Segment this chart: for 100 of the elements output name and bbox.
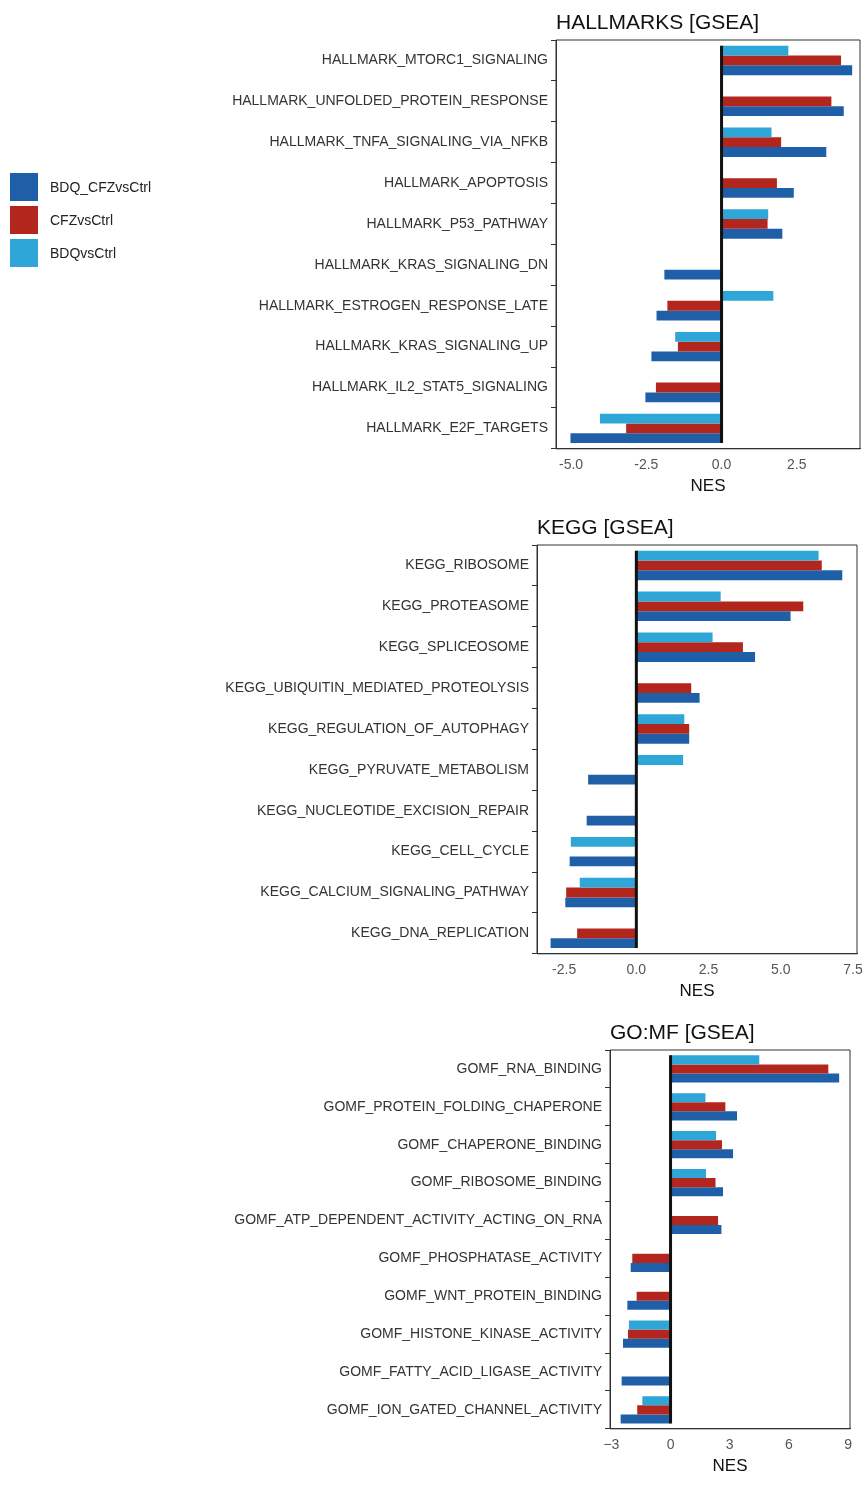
bar	[626, 423, 722, 434]
bar	[630, 1262, 671, 1272]
bar	[670, 1215, 719, 1226]
x-tick-label: 0.0	[626, 961, 647, 978]
bar	[675, 331, 722, 342]
bar	[599, 413, 722, 424]
bar	[636, 591, 721, 602]
bar	[636, 1291, 671, 1301]
bar	[721, 106, 844, 117]
bar	[721, 55, 842, 66]
y-tick-label: KEGG_NUCLEOTIDE_EXCISION_REPAIR	[256, 801, 529, 818]
bar	[637, 1405, 671, 1415]
x-tick-label: 5.0	[771, 961, 791, 978]
bar	[721, 147, 827, 157]
bar	[636, 560, 822, 571]
x-tick-label: 2.5	[787, 456, 807, 473]
bar	[670, 1225, 722, 1235]
y-tick-label: GOMF_ATP_DEPENDENT_ACTIVITY_ACTING_ON_RNA	[234, 1211, 603, 1228]
bar	[667, 300, 722, 311]
bar	[670, 1187, 723, 1197]
x-axis-title: NES	[690, 476, 726, 496]
bar	[636, 692, 700, 703]
y-tick-label: HALLMARK_ESTROGEN_RESPONSE_LATE	[258, 296, 548, 313]
bar	[721, 178, 777, 188]
bar	[645, 392, 722, 403]
bar	[642, 1396, 671, 1406]
x-tick-label: -2.5	[552, 961, 577, 978]
bar	[670, 1178, 716, 1188]
bar	[636, 724, 690, 734]
y-tick-label: KEGG_REGULATION_OF_AUTOPHAGY	[268, 719, 530, 736]
bar	[620, 1414, 671, 1424]
bar	[570, 433, 722, 444]
x-tick-label: -2.5	[634, 456, 659, 473]
bar	[550, 938, 637, 949]
bar	[636, 611, 791, 622]
x-axis-title: NES	[712, 1456, 748, 1476]
y-tick-label: HALLMARK_MTORC1_SIGNALING	[321, 51, 548, 68]
bar	[577, 928, 637, 939]
bar	[565, 897, 637, 908]
bar	[632, 1253, 671, 1263]
bar	[670, 1093, 706, 1103]
legend-label: BDQvsCtrl	[50, 244, 117, 261]
bar	[566, 887, 637, 898]
bar	[636, 632, 713, 643]
y-tick-label: KEGG_RIBOSOME	[405, 556, 529, 573]
bar	[579, 877, 637, 888]
y-tick-label: KEGG_PROTEASOME	[381, 597, 529, 614]
bar	[721, 187, 794, 198]
bar	[627, 1329, 671, 1339]
bar	[636, 652, 756, 662]
y-tick-label: HALLMARK_UNFOLDED_PROTEIN_RESPONSE	[232, 92, 548, 109]
bar	[636, 733, 690, 744]
bar	[721, 219, 768, 229]
x-tick-label: -5.0	[558, 456, 584, 473]
bar	[721, 65, 853, 76]
bar	[670, 1064, 829, 1074]
bar	[670, 1140, 723, 1150]
bar	[721, 45, 789, 56]
y-tick-label: HALLMARK_IL2_STAT5_SIGNALING	[311, 378, 548, 395]
x-tick-label: 7.5	[843, 961, 863, 978]
bar	[721, 127, 772, 138]
y-tick-label: HALLMARK_E2F_TARGETS	[366, 419, 548, 436]
y-tick-label: KEGG_CALCIUM_SIGNALING_PATHWAY	[260, 883, 530, 900]
y-tick-label: KEGG_PYRUVATE_METABOLISM	[308, 760, 529, 777]
y-tick-label: GOMF_CHAPERONE_BINDING	[397, 1135, 602, 1152]
bar	[636, 642, 743, 653]
y-tick-label: GOMF_PROTEIN_FOLDING_CHAPERONE	[323, 1097, 602, 1114]
x-tick-label: 0.0	[711, 456, 732, 473]
y-tick-label: KEGG_SPLICEOSOME	[378, 638, 529, 655]
y-tick-label: HALLMARK_P53_PATHWAY	[366, 214, 549, 231]
x-tick-label: 6	[784, 1436, 793, 1453]
x-tick-label: 2.5	[698, 961, 719, 978]
y-tick-label: HALLMARK_KRAS_SIGNALING_UP	[315, 337, 548, 354]
bar	[670, 1055, 760, 1065]
bar	[721, 137, 782, 148]
y-tick-label: GOMF_RNA_BINDING	[456, 1059, 602, 1076]
bar	[651, 351, 722, 362]
bar	[670, 1073, 840, 1083]
bar	[636, 601, 804, 612]
x-axis-title: NES	[679, 981, 715, 1001]
y-tick-label: HALLMARK_TNFA_SIGNALING_VIA_NFKB	[269, 133, 548, 150]
bar	[636, 683, 692, 693]
legend-label: CFZvsCtrl	[50, 211, 113, 228]
bar	[627, 1300, 671, 1310]
y-tick-label: GOMF_PHOSPHATASE_ACTIVITY	[378, 1249, 603, 1266]
chart-title: GO:MF [GSEA]	[610, 1020, 755, 1044]
x-tick-label: −3	[603, 1436, 620, 1453]
bar	[636, 714, 685, 725]
x-tick-label: 0	[666, 1436, 675, 1453]
y-tick-label: GOMF_RIBOSOME_BINDING	[410, 1173, 602, 1190]
chart-title: HALLMARKS [GSEA]	[556, 10, 760, 34]
y-tick-label: KEGG_DNA_REPLICATION	[351, 924, 529, 941]
y-tick-label: HALLMARK_KRAS_SIGNALING_DN	[314, 255, 548, 272]
bar	[721, 291, 774, 301]
y-tick-label: KEGG_CELL_CYCLE	[391, 842, 529, 859]
legend-label: BDQ_CFZvsCtrl	[50, 178, 152, 195]
bar	[628, 1320, 671, 1330]
bar	[721, 228, 783, 239]
bar	[670, 1111, 737, 1121]
bar	[621, 1376, 671, 1386]
